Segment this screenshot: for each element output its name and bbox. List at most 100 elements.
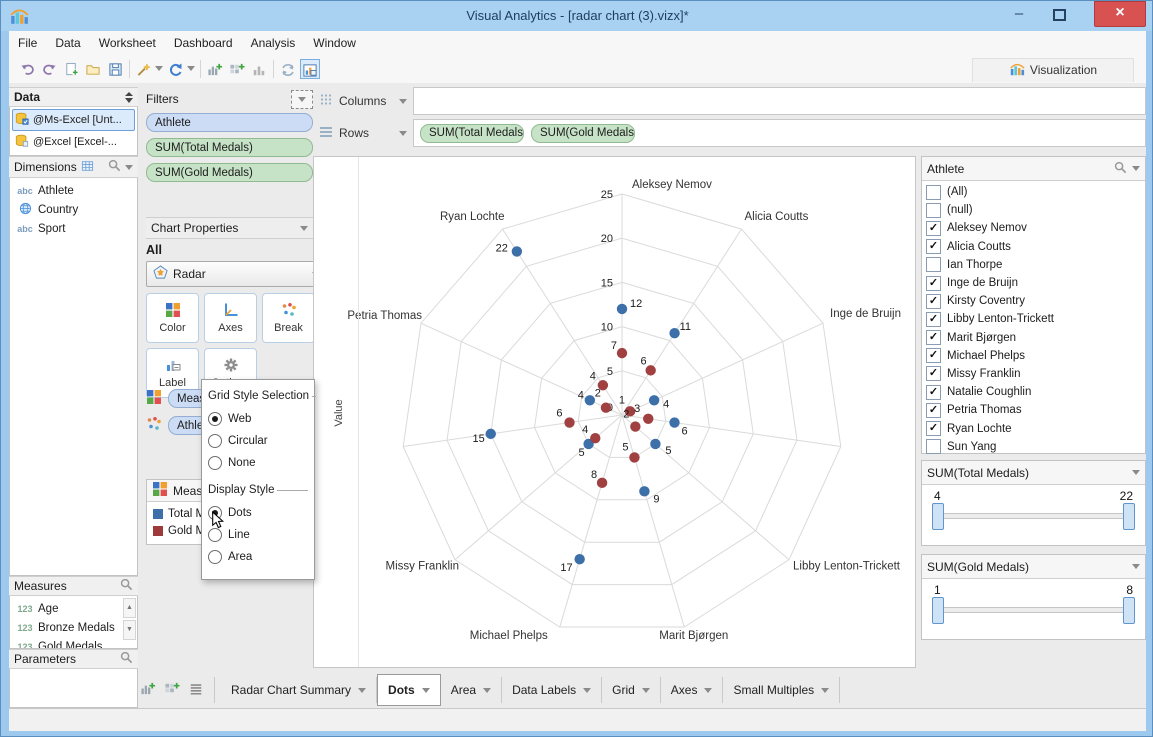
scroll-up-icon[interactable]: ▲ [123,598,136,618]
chevron-down-icon[interactable] [155,66,164,71]
data-point-sum-gold-medals-[interactable] [597,380,609,391]
radio-option-dots[interactable]: Dots [208,502,308,529]
checkbox[interactable]: ✓ [926,239,941,255]
columns-shelf-field[interactable] [413,87,1146,115]
close-button[interactable]: × [1094,1,1146,27]
new-worksheet-icon[interactable] [61,59,81,79]
checkbox[interactable] [926,184,941,200]
athlete-checkbox-row[interactable]: ✓ Libby Lenton-Trickett [922,310,1145,328]
open-icon[interactable] [83,59,103,79]
break-icon[interactable] [146,416,162,435]
athlete-checkbox-row[interactable]: ✓ Michael Phelps [922,347,1145,365]
filters-menu-button[interactable] [291,89,313,109]
chevron-down-icon[interactable] [641,687,650,693]
checkbox[interactable]: ✓ [926,220,941,236]
chevron-down-icon[interactable] [300,225,308,231]
filter-pill-sum-gold-medals-[interactable]: SUM(Gold Medals) [146,163,313,182]
data-source-item[interactable]: @Excel [Excel-... [12,131,135,153]
menu-file[interactable]: File [18,36,38,50]
chevron-down-icon[interactable] [483,687,492,693]
format-wand-icon[interactable] [134,59,154,79]
rows-pill-0[interactable]: SUM(Total Medals) [420,123,524,143]
radio-option-circular[interactable]: Circular [208,430,308,452]
data-point-sum-gold-medals-[interactable] [600,402,612,413]
menu-worksheet[interactable]: Worksheet [98,36,156,50]
scroll-down-icon[interactable]: ▼ [123,620,136,640]
redo-icon[interactable] [39,59,59,79]
checkbox[interactable]: ✓ [926,421,941,437]
checkbox[interactable]: ✓ [926,384,941,400]
data-point-sum-gold-medals-[interactable] [564,417,575,428]
chart-type-select[interactable]: Radar [146,261,327,287]
radio-button[interactable] [208,412,222,426]
add-chart-icon[interactable] [205,59,225,79]
checkbox[interactable]: ✓ [926,293,941,309]
chevron-down-icon[interactable] [1132,470,1140,475]
radio-button[interactable] [208,550,222,564]
athlete-checkbox-row[interactable]: ✓ Alicia Coutts [922,238,1145,256]
search-icon[interactable] [120,651,133,667]
table-icon[interactable] [81,160,94,175]
new-worksheet-icon[interactable] [140,681,156,699]
filter-pill-sum-total-medals-[interactable]: SUM(Total Medals) [146,138,313,157]
athlete-checkbox-row[interactable]: ✓ Petria Thomas [922,401,1145,419]
radio-button[interactable] [208,528,222,542]
search-icon[interactable] [120,578,133,594]
data-point-sum-total-medals-[interactable] [485,428,496,440]
swap-axes-icon[interactable] [278,59,298,79]
visualization-toggle-button[interactable]: Visualization [972,58,1134,82]
data-point-sum-total-medals-[interactable] [616,303,628,315]
slider-track[interactable] [935,607,1132,613]
tab-grid[interactable]: Grid [602,677,661,703]
radio-option-web[interactable]: Web [208,408,308,430]
data-point-sum-gold-medals-[interactable] [643,413,654,424]
field-item-gold-medals[interactable]: 123 Gold Medals [12,637,135,649]
checkbox[interactable]: ✓ [926,402,941,418]
chevron-down-icon[interactable] [421,687,430,693]
data-point-sum-total-medals-[interactable] [511,246,523,257]
slider-track[interactable] [935,513,1132,519]
data-source-item[interactable]: @Ms-Excel [Unt... [12,109,135,131]
checkbox[interactable]: ✓ [926,330,941,346]
tab-radar-chart-summary[interactable]: Radar Chart Summary [221,677,378,703]
athlete-checkbox-row[interactable]: ✓ Natalie Coughlin [922,383,1145,401]
data-point-sum-gold-medals-[interactable] [616,347,628,359]
field-item-age[interactable]: 123 Age [12,599,135,618]
athlete-checkbox-row[interactable]: ✓ Aleksey Nemov [922,219,1145,237]
data-point-sum-gold-medals-[interactable] [596,477,608,489]
break-button[interactable]: Break [262,293,315,343]
checkbox[interactable]: ✓ [926,348,941,364]
radio-option-line[interactable]: Line [208,524,308,546]
tab-dots[interactable]: Dots [377,674,441,706]
field-item-athlete[interactable]: abc Athlete [12,181,135,200]
tab-axes[interactable]: Axes [661,677,724,703]
checkbox[interactable]: ✓ [926,275,941,291]
field-item-country[interactable]: Country [12,200,135,219]
maximize-button[interactable] [1042,8,1076,25]
add-dashboard-icon[interactable] [227,59,247,79]
checkbox[interactable]: ✓ [926,366,941,382]
data-point-sum-total-medals-[interactable] [584,395,596,406]
show-visualization-icon[interactable] [300,59,321,79]
athlete-checkbox-row[interactable]: ✓ Missy Franklin [922,365,1145,383]
athlete-checkbox-row[interactable]: (All) [922,183,1145,201]
radio-option-area[interactable]: Area [208,546,308,568]
sort-icon[interactable] [125,91,133,103]
chevron-down-icon[interactable] [821,687,830,693]
tab-small-multiples[interactable]: Small Multiples [723,677,841,703]
menu-data[interactable]: Data [55,36,81,50]
data-point-sum-gold-medals-[interactable] [630,421,641,432]
checkbox[interactable] [926,439,941,455]
data-point-sum-total-medals-[interactable] [669,417,680,428]
checkbox[interactable] [926,257,941,273]
radio-option-none[interactable]: None [208,452,308,474]
athlete-checkbox-row[interactable]: Sun Yang [922,438,1145,456]
search-icon[interactable] [1114,161,1127,177]
data-point-sum-total-medals-[interactable] [669,327,680,339]
chevron-down-icon[interactable] [583,687,592,693]
checkbox[interactable]: ✓ [926,311,941,327]
worksheet-list-icon[interactable] [188,682,204,699]
search-icon[interactable] [108,159,121,175]
new-dashboard-icon[interactable] [164,681,180,699]
